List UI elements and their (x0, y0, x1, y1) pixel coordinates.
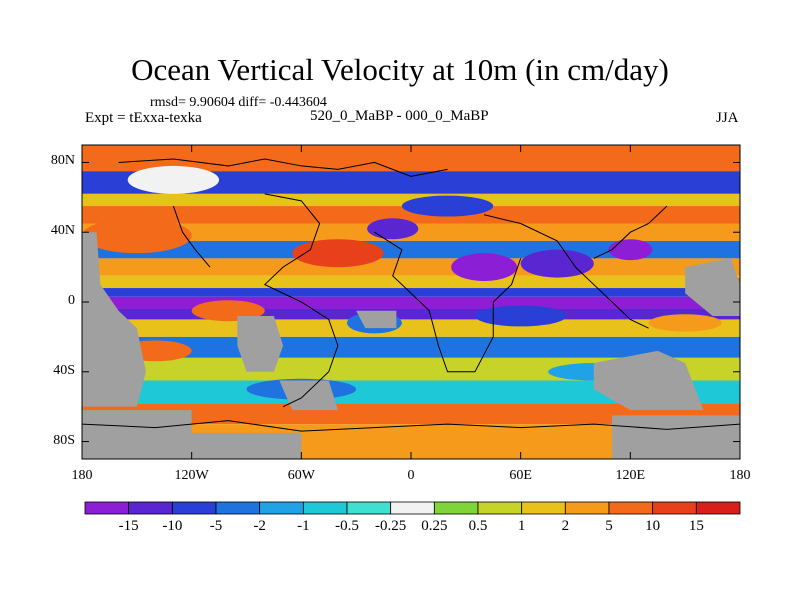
field-band (82, 403, 740, 425)
colorbar-label: 1 (517, 518, 526, 534)
field-anomaly (474, 305, 567, 327)
colorbar-swatch (433, 501, 479, 515)
lon-tick-label: 0 (407, 468, 415, 483)
colorbar-swatch (477, 501, 523, 515)
field-band (82, 171, 740, 194)
colorbar-label: 15 (688, 518, 704, 534)
coastline (374, 231, 522, 373)
colorbar-label: 10 (645, 518, 661, 534)
colorbar-swatch (128, 501, 173, 515)
colorbar-swatch (346, 501, 392, 515)
lon-tick-label: 180 (729, 468, 751, 483)
land-mask (685, 258, 740, 316)
axis-ticks (81, 145, 741, 459)
colorbar-label: -0.25 (375, 518, 407, 534)
lat-tick-label: 80N (50, 153, 75, 169)
field-anomaly (82, 218, 192, 254)
difference-label: 520_0_MaBP - 000_0_MaBP (310, 108, 489, 124)
field-band (82, 308, 740, 320)
lon-tick-label: 60E (509, 468, 532, 483)
lat-tick-label: 40N (50, 223, 75, 239)
colorbar-label: 0.5 (468, 518, 488, 534)
field-band (82, 296, 740, 309)
colorbar-label: -2 (253, 518, 266, 534)
field-anomaly (127, 165, 220, 194)
colorbar-label: -1 (297, 518, 310, 534)
colorbar-swatch (390, 501, 435, 515)
rmsd-label: rmsd= 9.90604 diff= -0.443604 (150, 95, 327, 110)
colorbar-label: -5 (209, 518, 223, 534)
lon-tick-label: 60W (287, 468, 315, 483)
colorbar-swatch (259, 501, 304, 515)
colorbar-swatch (215, 501, 261, 515)
coastline (483, 214, 649, 329)
land-mask (612, 415, 740, 459)
plot-area (82, 145, 740, 459)
colorbar-label: 5 (605, 518, 613, 534)
colorbar-swatch (652, 501, 697, 515)
colorbar-swatch (84, 501, 130, 515)
colorbar-label: -0.5 (335, 518, 359, 534)
colorbar-swatch (171, 501, 217, 515)
field-band (82, 288, 740, 297)
field-band (82, 380, 740, 404)
colorbar-swatch (608, 501, 654, 515)
colorbar-swatch (564, 501, 610, 515)
map-title: Ocean Vertical Velocity at 10m (in cm/da… (131, 52, 669, 87)
field-band (82, 275, 740, 289)
field-anomaly (367, 218, 419, 240)
field-band (82, 319, 740, 337)
field-band (82, 258, 740, 276)
lon-tick-label: 120W (174, 468, 209, 483)
field-anomaly (608, 239, 653, 261)
field-anomaly (292, 239, 384, 268)
coastline (172, 205, 211, 268)
field-anomaly (191, 300, 265, 322)
lat-tick-label: 80S (53, 432, 75, 448)
field-anomaly (401, 195, 494, 217)
colorbar-label: -15 (118, 518, 139, 534)
experiment-label: Expt = tExxa-texka (85, 110, 202, 126)
lat-tick-label: 40S (53, 362, 75, 378)
colorbar-label: 0.25 (421, 518, 448, 534)
land-mask (82, 232, 146, 407)
coastline (82, 420, 740, 432)
lat-tick-label: 0 (68, 293, 75, 308)
field-anomaly (520, 249, 594, 278)
colorbar-swatch (521, 501, 566, 515)
colorbar-label: 2 (561, 518, 570, 534)
field-anomaly (451, 253, 518, 282)
coastline (593, 205, 668, 259)
field-anomaly (648, 314, 722, 332)
coastline (263, 193, 339, 408)
land-mask (593, 350, 704, 411)
land-mask (356, 310, 397, 329)
land-mask (82, 410, 302, 459)
colorbar-label: -10 (162, 518, 183, 534)
colorbar (84, 501, 741, 515)
colorbar-swatch (695, 501, 741, 515)
colorbar-swatch (302, 501, 348, 515)
field-band (82, 206, 740, 224)
lon-tick-label: 120E (615, 468, 646, 483)
coastline-overlay (82, 158, 740, 432)
land-mask (279, 380, 338, 411)
land-mask (237, 315, 284, 372)
coastline (118, 158, 448, 177)
lon-tick-label: 180 (71, 468, 93, 483)
season-label: JJA (716, 110, 739, 126)
